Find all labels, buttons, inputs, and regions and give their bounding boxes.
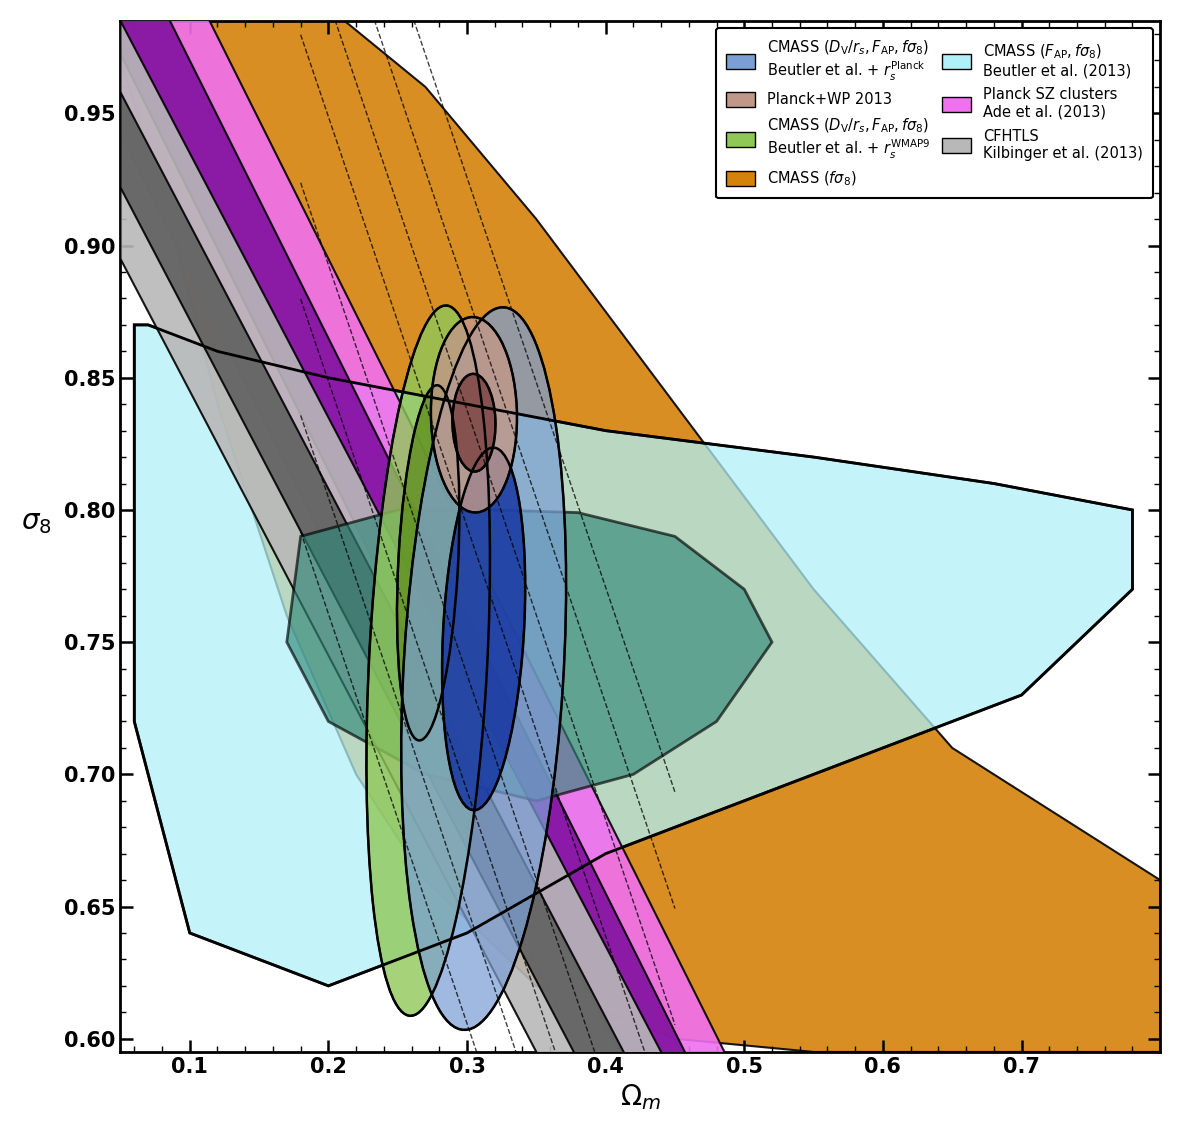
Ellipse shape — [431, 317, 517, 512]
Polygon shape — [120, 0, 1160, 1133]
Legend: CMASS ($D_{\rm V}/r_s,F_{\rm AP},f\sigma_8$)
Beutler et al. + $r_s^{\rm Planck}$: CMASS ($D_{\rm V}/r_s,F_{\rm AP},f\sigma… — [716, 28, 1153, 198]
Ellipse shape — [397, 385, 459, 740]
Polygon shape — [120, 20, 1160, 1133]
Ellipse shape — [402, 307, 566, 1030]
X-axis label: $\Omega_m$: $\Omega_m$ — [620, 1082, 661, 1113]
Ellipse shape — [452, 374, 496, 471]
Polygon shape — [120, 0, 1160, 1051]
Polygon shape — [120, 0, 1160, 1133]
Polygon shape — [120, 92, 1160, 1133]
Ellipse shape — [442, 448, 526, 810]
Y-axis label: $\sigma_8$: $\sigma_8$ — [21, 509, 52, 536]
Polygon shape — [135, 325, 1133, 986]
Polygon shape — [287, 510, 772, 801]
Ellipse shape — [366, 306, 490, 1016]
